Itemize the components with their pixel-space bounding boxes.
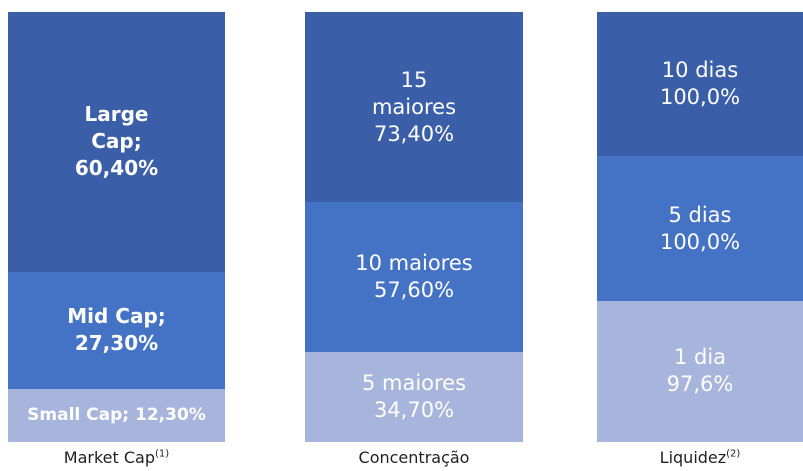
segment-name: Large Cap; [84,102,149,154]
segment-label: 15 maiores 73,40% [364,67,464,148]
segment-name: 15 maiores [371,67,457,119]
segment-label: 10 maiores 57,60% [355,250,472,304]
column-name: Liquidez [659,448,727,467]
segment-value-label: 100,0% [659,85,741,110]
bar-segment: 5 dias 100,0% [597,156,803,301]
bar-segment: 5 maiores 34,70% [305,351,523,442]
segment-value-label: 73,40% [373,121,455,146]
segment-name: 5 dias [668,202,732,227]
segment-label: 1 dia 97,6% [667,344,734,398]
segment-name: 1 dia [673,345,727,370]
segment-label: 5 dias 100,0% [660,202,740,256]
segment-label: 5 maiores 34,70% [362,370,466,424]
segment-value-label: 57,60% [373,278,455,303]
x-axis-label: Market Cap(1) [8,448,225,467]
footnote-marker: (1) [155,448,170,460]
x-axis-label: Concentração [305,448,523,467]
stacked-column: 15 maiores 73,40% 10 maiores 57,60% 5 maio… [305,12,523,442]
bar-segment: 15 maiores 73,40% [305,12,523,203]
segment-label: Large Cap; 60,40% [72,101,162,182]
segment-label: Small Cap; 12,30% [27,402,206,429]
segment-value-label: 34,70% [373,397,455,422]
bar-segment: 1 dia 97,6% [597,300,803,442]
segment-label: 10 dias 100,0% [660,57,740,111]
segment-name: 5 maiores [361,370,467,395]
bar-segment: Mid Cap; 27,30% [8,271,225,390]
segment-name: Mid Cap; [67,304,166,329]
bar-segment: 10 maiores 57,60% [305,202,523,352]
segment-value-label: 60,40% [74,156,159,181]
bar-segment: 10 dias 100,0% [597,12,803,157]
segment-value-label: 100,0% [659,229,741,254]
column-name: Market Cap [63,448,156,467]
segment-value-label: 97,6% [666,372,734,397]
stacked-column: Large Cap; 60,40% Mid Cap; 27,30% Small Ca… [8,12,225,442]
segment-label: Mid Cap; 27,30% [67,303,166,357]
bar-segment: Small Cap; 12,30% [8,389,225,442]
segment-value-label: 12,30% [135,405,206,426]
x-axis-label: Liquidez(2) [597,448,803,467]
segment-name: 10 dias [661,58,739,83]
segment-value-label: 27,30% [74,331,159,356]
segment-name: Small Cap; [27,405,130,426]
bar-segment: Large Cap; 60,40% [8,12,225,272]
footnote-marker: (2) [726,448,741,460]
stacked-column: 10 dias 100,0% 5 dias 100,0% 1 dia 97,6% [597,12,803,442]
segment-name: 10 maiores [355,251,473,276]
column-name: Concentração [358,448,470,467]
